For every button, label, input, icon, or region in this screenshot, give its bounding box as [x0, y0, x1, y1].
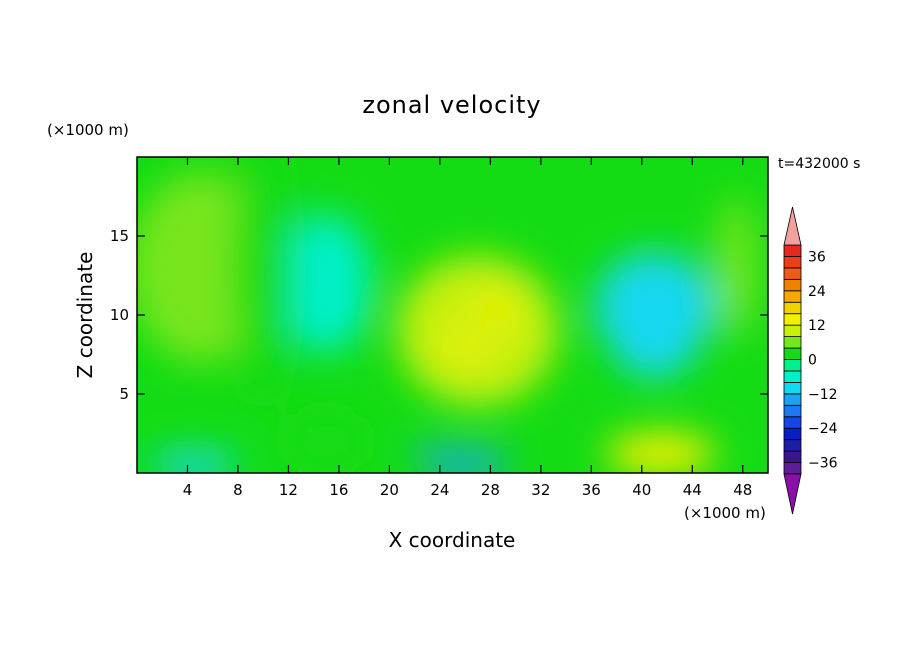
colorbar-bin [783, 416, 802, 429]
contour-region [420, 449, 511, 473]
contour-region [716, 197, 757, 338]
colorbar: 36 24 12 0 −12 −24 −36 [783, 206, 838, 515]
x-tick-label: 20 [380, 481, 399, 499]
colorbar-bin [783, 393, 802, 406]
colorbar-bin [783, 404, 802, 418]
contour-region [605, 432, 716, 473]
colorbar-bin [783, 267, 802, 280]
x-unit-label: (×1000 m) [684, 504, 766, 522]
y-axis: 5 10 15 [110, 227, 768, 403]
colorbar-bin [783, 324, 802, 337]
colorbar-bin [783, 359, 802, 372]
colorbar-tick-label: 24 [808, 284, 826, 300]
y-unit-label: (×1000 m) [47, 121, 129, 139]
colorbar-tick-label: −36 [808, 456, 838, 472]
x-tick-label: 44 [683, 481, 702, 499]
y-tick-label: 15 [110, 227, 129, 245]
time-label: t=432000 s [778, 156, 860, 172]
colorbar-bin [783, 244, 802, 257]
colorbar-bin [783, 347, 802, 360]
contour-region [443, 332, 488, 361]
x-tick-label: 28 [481, 481, 500, 499]
colorbar-over-arrow [783, 206, 802, 246]
colorbar-bin [783, 336, 802, 349]
colorbar-tick-label: −24 [808, 421, 838, 437]
x-tick-label: 48 [733, 481, 752, 499]
contour-region [281, 213, 372, 354]
colorbar-bin [783, 450, 802, 463]
x-tick-label: 24 [430, 481, 449, 499]
colorbar-bin [783, 462, 802, 475]
x-axis: 4 8 12 16 20 24 28 32 36 40 44 48 [183, 157, 752, 499]
y-tick-label: 10 [110, 306, 129, 324]
contour-region [233, 157, 294, 408]
x-tick-label: 8 [233, 481, 243, 499]
colorbar-bin [783, 290, 802, 303]
colorbar-tick-label: −12 [808, 387, 838, 403]
contour-region [417, 441, 438, 454]
colorbar-bin [783, 427, 802, 441]
y-axis-label: Z coordinate [73, 252, 97, 379]
colorbar-bin [783, 278, 802, 292]
contour-region [286, 411, 367, 472]
contour-region [148, 451, 239, 473]
x-tick-label: 32 [531, 481, 550, 499]
x-tick-label: 40 [632, 481, 651, 499]
colorbar-bin [783, 370, 802, 383]
colorbar-under-arrow [783, 473, 802, 515]
contour-region [614, 321, 695, 378]
x-tick-label: 12 [279, 481, 298, 499]
x-tick-label: 4 [183, 481, 193, 499]
colorbar-bin [783, 313, 802, 326]
y-tick-label: 5 [119, 385, 129, 403]
x-tick-label: 16 [329, 481, 348, 499]
colorbar-bin [783, 439, 802, 452]
colorbar-tick-label: 36 [808, 249, 826, 265]
contour-field [137, 157, 768, 473]
chart-title: zonal velocity [362, 91, 541, 119]
x-axis-label: X coordinate [389, 528, 516, 552]
colorbar-bin [783, 301, 802, 315]
colorbar-bin [783, 381, 802, 395]
colorbar-bin [783, 256, 802, 269]
contour-region [476, 292, 517, 329]
colorbar-tick-label: 0 [808, 353, 817, 369]
colorbar-tick-label: 12 [808, 318, 826, 334]
contour-region [397, 255, 558, 406]
x-tick-label: 36 [582, 481, 601, 499]
